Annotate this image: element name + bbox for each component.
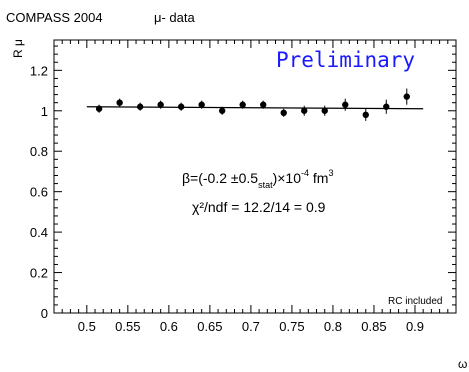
beta-suffix: )×10: [273, 170, 302, 186]
data-point: [383, 103, 390, 110]
x-tick-label: 0.55: [115, 319, 140, 334]
data-point: [301, 107, 308, 114]
data-points: [95, 88, 410, 121]
data-point: [136, 103, 144, 110]
data-point: [403, 93, 410, 100]
y-tick-labels: 0 0.2 0.4 0.6 0.8 1 1.2: [30, 63, 48, 321]
dataset-label: μ- data: [154, 10, 196, 25]
data-point: [260, 101, 267, 108]
data-point: [362, 111, 369, 119]
beta-sub: stat: [258, 180, 273, 190]
data-point: [342, 101, 349, 108]
x-tick-label: 0.75: [279, 319, 304, 334]
x-axis-label: ω: [458, 357, 467, 371]
x-tick-label: 0.85: [361, 319, 386, 334]
x-tick-label: 0.6: [160, 319, 178, 334]
x-tick-label: 0.9: [406, 319, 424, 334]
y-tick-label: 0.2: [30, 266, 48, 281]
x-tick-label: 0.7: [242, 319, 260, 334]
y-axis-label: R μ: [11, 39, 25, 58]
data-point: [239, 101, 246, 108]
y-tick-label: 1: [41, 104, 48, 119]
y-tick-label: 0.8: [30, 144, 48, 159]
x-tick-label: 0.5: [78, 319, 96, 334]
x-tick-label: 0.8: [324, 319, 342, 334]
y-tick-label: 0.4: [30, 225, 48, 240]
rc-note: RC included: [388, 296, 442, 307]
data-point: [177, 103, 185, 110]
beta-unit: fm: [309, 170, 328, 186]
ticks: [53, 40, 457, 314]
beta-prefix: β=(-0.2 ±0.5: [182, 170, 258, 186]
data-point: [280, 109, 287, 117]
experiment-label: COMPASS 2004: [6, 10, 103, 25]
preliminary-stamp: Preliminary: [276, 48, 415, 72]
data-point: [116, 99, 123, 106]
y-tick-label: 1.2: [30, 63, 48, 78]
beta-exp: -4: [301, 168, 309, 178]
data-point: [321, 107, 328, 114]
x-tick-labels: 0.5 0.55 0.6 0.65 0.7 0.75 0.8 0.85 0.9: [78, 319, 424, 334]
beta-unit-exp: 3: [328, 168, 333, 178]
data-point: [95, 105, 103, 112]
data-point: [198, 101, 205, 108]
data-point: [218, 107, 226, 114]
plot-frame: [53, 39, 457, 314]
x-tick-label: 0.65: [197, 319, 222, 334]
data-point: [157, 101, 164, 108]
y-tick-label: 0.6: [30, 185, 48, 200]
beta-annotation: β=(-0.2 ±0.5stat)×10-4 fm3: [182, 168, 333, 190]
y-tick-label: 0: [41, 306, 48, 321]
chi2-annotation: χ²/ndf = 12.2/14 = 0.9: [192, 199, 326, 215]
